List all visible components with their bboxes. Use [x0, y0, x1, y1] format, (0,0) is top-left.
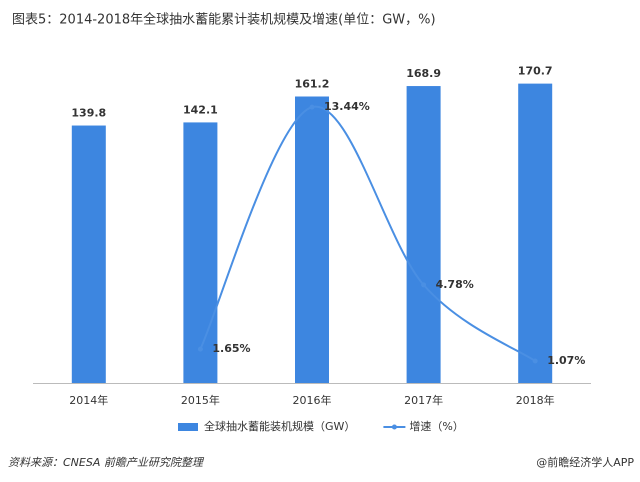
- legend-label: 全球抽水蓄能装机规模（GW）: [204, 419, 355, 433]
- data-label: 139.8: [71, 107, 106, 120]
- x-tick-label: 2015年: [181, 393, 220, 407]
- bar: [295, 96, 329, 383]
- data-label: 1.65%: [212, 342, 250, 355]
- legend-swatch: [178, 423, 198, 431]
- bar: [518, 83, 553, 383]
- credit: @前瞻经济学人APP: [536, 455, 634, 469]
- chart-title: 图表5：2014-2018年全球抽水蓄能累计装机规模及增速(单位：GW，%): [12, 12, 436, 28]
- data-label: 170.7: [518, 65, 553, 78]
- x-tick-label: 2018年: [516, 393, 555, 407]
- legend-swatch: [391, 424, 397, 430]
- bar: [183, 122, 218, 383]
- x-tick-label: 2016年: [293, 393, 332, 407]
- data-label: 142.1: [183, 103, 218, 116]
- source: 资料来源：CNESA 前瞻产业研究院整理: [8, 456, 205, 469]
- x-tick-label: 2014年: [69, 393, 108, 407]
- data-label: 168.9: [406, 67, 441, 80]
- data-label: 161.2: [295, 78, 330, 91]
- legend-label: 增速（%）: [409, 419, 463, 433]
- line-marker: [421, 282, 427, 288]
- line-marker: [309, 104, 315, 110]
- line-marker: [532, 358, 538, 364]
- bar: [406, 86, 441, 384]
- data-label: 4.78%: [436, 278, 474, 291]
- line: [199, 105, 536, 362]
- line-marker: [197, 346, 203, 352]
- x-tick-label: 2017年: [404, 393, 443, 407]
- bar: [71, 125, 106, 384]
- data-label: 13.44%: [324, 100, 370, 113]
- data-label: 1.07%: [547, 354, 585, 367]
